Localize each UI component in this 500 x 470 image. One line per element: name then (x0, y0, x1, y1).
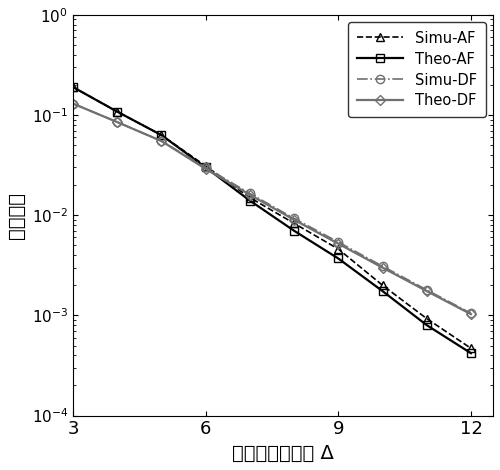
Simu-AF (114, 109, 120, 115)
Simu-AF (158, 132, 164, 138)
Y-axis label: 中断概率: 中断概率 (7, 192, 26, 239)
Simu-DF (291, 216, 297, 221)
Line: Simu-DF: Simu-DF (69, 100, 475, 317)
Theo-AF (380, 288, 386, 294)
Theo-AF (202, 164, 208, 170)
Theo-AF (468, 350, 474, 356)
Theo-AF (291, 228, 297, 234)
Theo-DF (114, 119, 120, 125)
Simu-DF (247, 191, 253, 196)
Simu-DF (424, 287, 430, 293)
Line: Theo-AF: Theo-AF (69, 83, 475, 357)
Theo-AF (70, 84, 76, 90)
X-axis label: 信道平均信噪比 Δ: 信道平均信噪比 Δ (232, 444, 334, 463)
Theo-AF (114, 109, 120, 115)
Theo-DF (424, 288, 430, 294)
Simu-DF (468, 311, 474, 316)
Theo-DF (291, 217, 297, 223)
Theo-DF (158, 138, 164, 144)
Simu-AF (380, 282, 386, 288)
Theo-DF (202, 166, 208, 172)
Simu-DF (202, 164, 208, 170)
Theo-AF (247, 198, 253, 204)
Simu-AF (70, 84, 76, 90)
Line: Simu-AF: Simu-AF (69, 83, 475, 352)
Simu-AF (336, 246, 342, 252)
Simu-DF (114, 119, 120, 125)
Theo-AF (158, 132, 164, 138)
Theo-AF (336, 256, 342, 261)
Legend: Simu-AF, Theo-AF, Simu-DF, Theo-DF: Simu-AF, Theo-AF, Simu-DF, Theo-DF (348, 22, 486, 117)
Simu-AF (202, 163, 208, 169)
Theo-DF (336, 241, 342, 246)
Simu-AF (424, 316, 430, 321)
Simu-DF (70, 101, 76, 106)
Line: Theo-DF: Theo-DF (70, 100, 474, 318)
Simu-DF (336, 239, 342, 245)
Simu-DF (158, 138, 164, 144)
Theo-DF (468, 311, 474, 317)
Simu-AF (291, 220, 297, 226)
Theo-AF (424, 322, 430, 328)
Simu-AF (247, 195, 253, 200)
Theo-DF (70, 101, 76, 106)
Theo-DF (380, 265, 386, 270)
Simu-AF (468, 345, 474, 351)
Simu-DF (380, 263, 386, 269)
Theo-DF (247, 192, 253, 197)
